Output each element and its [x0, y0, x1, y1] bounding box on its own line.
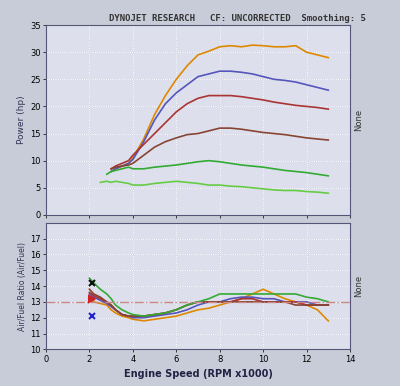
- Text: None: None: [355, 275, 364, 297]
- Y-axis label: Air/Fuel Ratio (Air/Fuel): Air/Fuel Ratio (Air/Fuel): [18, 242, 27, 330]
- Text: None: None: [355, 109, 364, 131]
- Text: CF: UNCORRECTED  Smoothing: 5: CF: UNCORRECTED Smoothing: 5: [210, 14, 366, 22]
- Y-axis label: Power (hp): Power (hp): [17, 96, 26, 144]
- Text: DYNOJET RESEARCH: DYNOJET RESEARCH: [109, 14, 195, 22]
- X-axis label: Engine Speed (RPM x1000): Engine Speed (RPM x1000): [124, 369, 272, 379]
